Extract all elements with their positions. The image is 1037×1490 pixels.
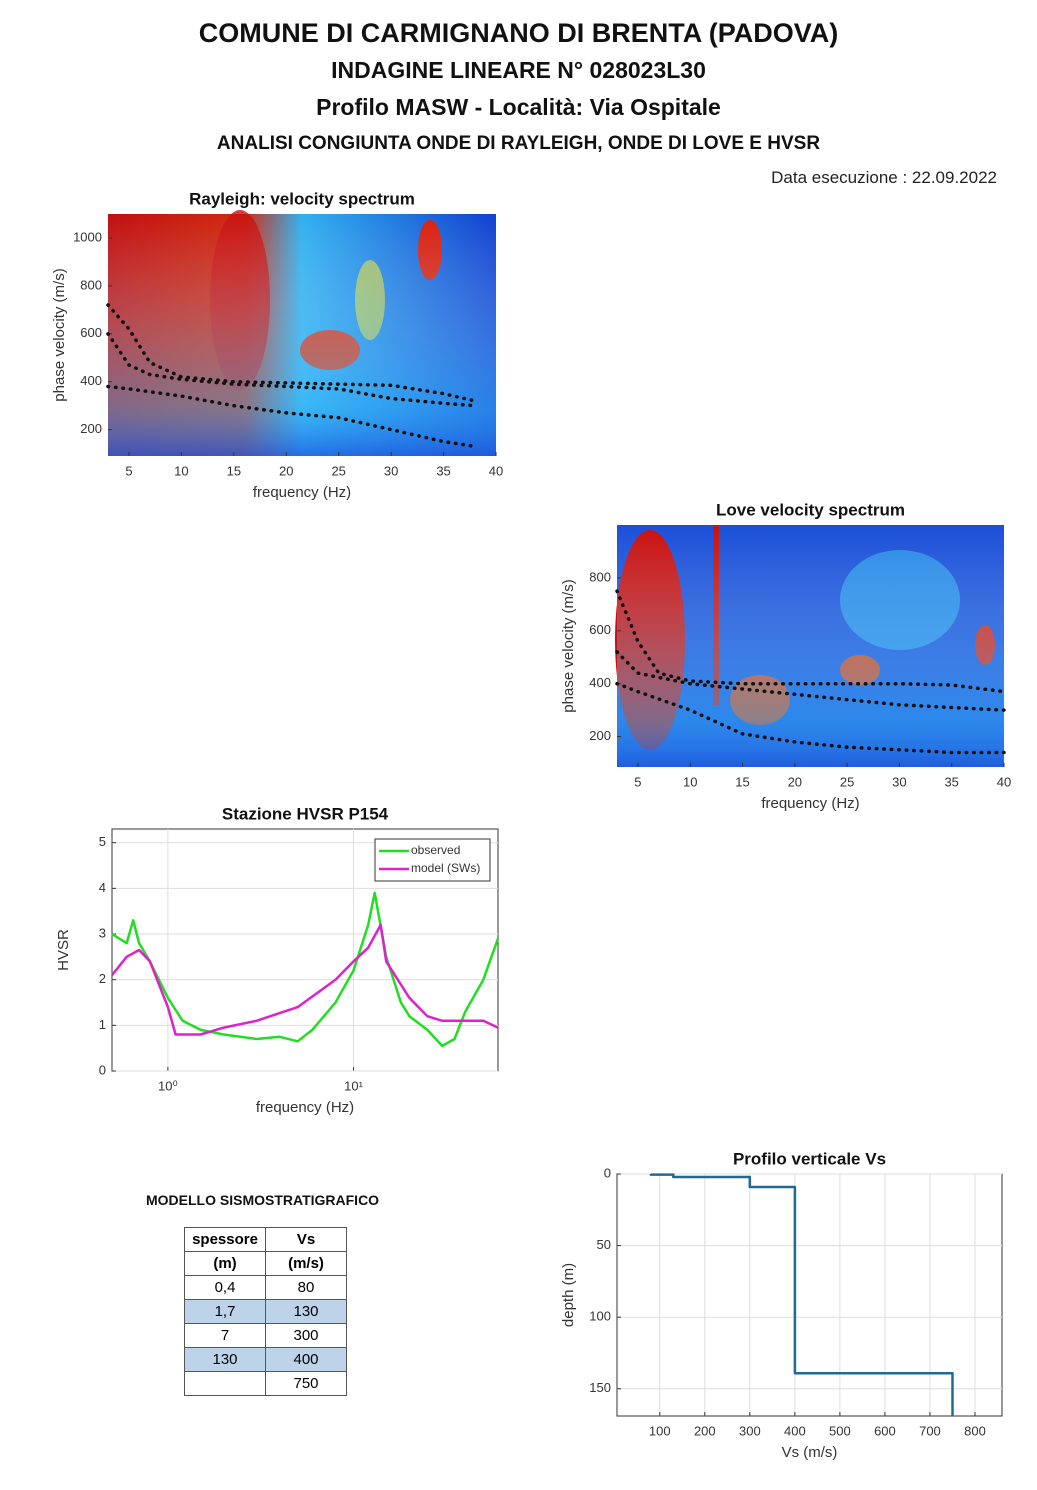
y-axis-label: HVSR (55, 929, 72, 971)
y-tick-label: 400 (589, 675, 611, 690)
date: Data esecuzione : 22.09.2022 (771, 168, 997, 187)
x-axis-label: Vs (m/s) (782, 1444, 838, 1461)
y-axis-label: phase velocity (m/s) (51, 268, 68, 401)
cell: 400 (265, 1347, 347, 1372)
cell: Vs (265, 1227, 347, 1252)
series-line (615, 681, 1006, 755)
series-line (111, 923, 499, 1036)
x-tick-label: 15 (735, 774, 749, 789)
x-tick-label: 20 (279, 463, 293, 478)
y-tick-label: 600 (589, 622, 611, 637)
x-tick-label: 100 (649, 1423, 671, 1438)
x-tick-label: 40 (489, 463, 503, 478)
series-line (106, 332, 477, 408)
y-tick-label: 600 (80, 325, 102, 340)
y-tick-label: 800 (80, 277, 102, 292)
cell: spessore (184, 1227, 266, 1252)
series-line (615, 650, 1006, 712)
chart-title: Profilo verticale Vs (733, 1149, 886, 1168)
x-tick-label: 15 (227, 463, 241, 478)
x-tick-label: 10 (683, 774, 697, 789)
y-tick-label: 3 (99, 925, 106, 940)
chart-title: Love velocity spectrum (716, 500, 905, 519)
spectrum-background (108, 210, 1004, 767)
cell: 750 (265, 1371, 347, 1396)
x-tick-label: 35 (944, 774, 958, 789)
y-tick-label: 100 (589, 1309, 611, 1324)
x-tick-label: 30 (892, 774, 906, 789)
x-tick-label: 400 (784, 1423, 806, 1438)
cell: 130 (265, 1299, 347, 1324)
legend-label: model (SWs) (411, 861, 480, 875)
x-axis-label: frequency (Hz) (761, 795, 859, 812)
series-line (106, 303, 477, 403)
cell: 300 (265, 1323, 347, 1348)
x-tick-label: 35 (436, 463, 450, 478)
table: spessore Vs (m) (m/s) 0,4 80 1,7 130 7 300 13… (184, 1227, 347, 1396)
x-axis-label: frequency (Hz) (253, 484, 351, 501)
series-line (615, 589, 1006, 694)
series-line (649, 1173, 954, 1416)
x-tick-label: 300 (739, 1423, 761, 1438)
y-tick-label: 200 (589, 728, 611, 743)
chart-title: Stazione HVSR P154 (222, 804, 389, 823)
cell: 1,7 (184, 1299, 266, 1324)
y-tick-label: 400 (80, 373, 102, 388)
cell: (m/s) (265, 1251, 347, 1276)
x-tick-label: 5 (634, 774, 641, 789)
series-line (106, 384, 477, 449)
y-tick-label: 200 (80, 421, 102, 436)
legend-box (374, 838, 491, 882)
legend-label: observed (411, 843, 460, 857)
x-tick-label: 200 (694, 1423, 716, 1438)
x-tick-label: 25 (840, 774, 854, 789)
table-title: MODELLO SISMOSTRATIGRAFICO (146, 1192, 380, 1208)
y-tick-label: 0 (604, 1165, 611, 1180)
x-tick-label: 5 (125, 463, 132, 478)
y-tick-label: 1000 (73, 229, 102, 244)
x-tick-label: 10⁰ (158, 1078, 178, 1093)
analysis: ANALISI CONGIUNTA ONDE DI RAYLEIGH, ONDE… (216, 133, 821, 154)
title: COMUNE DI CARMIGNANO DI BRENTA (PADOVA) (198, 18, 839, 48)
x-tick-label: 800 (964, 1423, 986, 1438)
x-tick-label: 10 (174, 463, 188, 478)
x-tick-label: 40 (997, 774, 1011, 789)
cell: 0,4 (184, 1275, 266, 1300)
x-tick-label: 30 (384, 463, 398, 478)
y-axis-label: depth (m) (560, 1263, 577, 1327)
y-tick-label: 2 (99, 971, 106, 986)
x-tick-label: 700 (919, 1423, 941, 1438)
x-tick-label: 600 (874, 1423, 896, 1438)
y-tick-label: 0 (99, 1062, 106, 1077)
y-tick-label: 5 (99, 834, 106, 849)
profile: Profilo MASW - Località: Via Ospitale (316, 94, 721, 120)
y-axis-label: phase velocity (m/s) (560, 579, 577, 712)
y-tick-label: 150 (589, 1380, 611, 1395)
x-tick-label: 25 (331, 463, 345, 478)
y-tick-label: 4 (99, 880, 106, 895)
cell: 80 (265, 1275, 347, 1300)
plot-frame (616, 1173, 1003, 1417)
subtitle: INDAGINE LINEARE N° 028023L30 (331, 57, 706, 83)
y-tick-label: 800 (589, 569, 611, 584)
x-axis-label: frequency (Hz) (256, 1099, 354, 1116)
x-tick-label: 10¹ (344, 1078, 363, 1093)
chart-title: Rayleigh: velocity spectrum (189, 189, 415, 208)
cell: 130 (184, 1347, 266, 1372)
y-tick-label: 1 (99, 1017, 106, 1032)
x-tick-label: 500 (829, 1423, 851, 1438)
cell (184, 1371, 266, 1396)
y-tick-label: 50 (597, 1237, 611, 1252)
cell: 7 (184, 1323, 266, 1348)
cell: (m) (184, 1251, 266, 1276)
x-tick-label: 20 (788, 774, 802, 789)
